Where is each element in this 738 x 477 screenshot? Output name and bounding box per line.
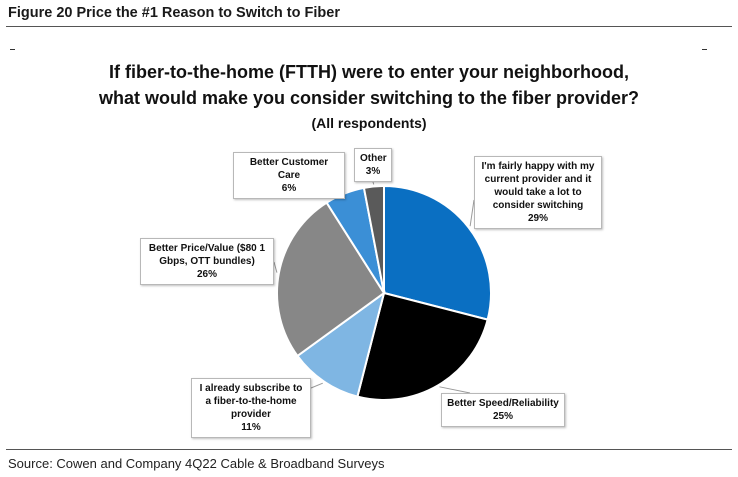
leader-line-5 — [372, 181, 375, 185]
leader-line-0 — [469, 199, 475, 227]
corner-tick-left — [10, 49, 15, 50]
chart-title-line1: If fiber-to-the-home (FTTH) were to ente… — [109, 62, 629, 82]
pie-slice-2 — [296, 290, 386, 398]
leader-line-3 — [273, 261, 278, 273]
label-happy-current-provider: I'm fairly happy with my current provide… — [474, 156, 602, 229]
label-customer-care-value: 6% — [281, 183, 297, 194]
label-customer-care: Better Customer Care 6% — [233, 152, 345, 199]
label-speed-value: 25% — [492, 411, 513, 422]
pie-slice-3 — [276, 201, 386, 358]
label-happy-value: 29% — [527, 213, 548, 224]
figure-title: Figure 20 Price the #1 Reason to Switch … — [8, 5, 340, 21]
bottom-divider — [6, 449, 732, 450]
label-price-value: Better Price/Value ($80 1 Gbps, OTT bund… — [140, 238, 274, 285]
source-note: Source: Cowen and Company 4Q22 Cable & B… — [8, 456, 385, 471]
label-other: Other 3% — [354, 148, 392, 182]
pie-slice-1 — [356, 291, 489, 401]
pie-slice-0 — [383, 184, 492, 321]
label-price-text: Better Price/Value ($80 1 Gbps, OTT bund… — [148, 243, 266, 267]
pie-slice-5 — [362, 184, 385, 294]
label-speed-reliability: Better Speed/Reliability 25% — [441, 393, 565, 427]
label-customer-care-text: Better Customer Care — [249, 157, 329, 181]
label-speed-text: Better Speed/Reliability — [447, 398, 559, 409]
label-happy-text: I'm fairly happy with my current provide… — [481, 161, 595, 211]
label-already-fiber: I already subscribe to a fiber-to-the-ho… — [191, 378, 311, 438]
corner-tick-right — [702, 49, 707, 50]
leader-line-2 — [310, 382, 323, 389]
chart-subtitle: (All respondents) — [311, 115, 427, 131]
leader-line-1 — [439, 386, 471, 394]
label-already-fiber-value: 11% — [241, 422, 261, 433]
chart-title-line2: what would make you consider switching t… — [98, 88, 640, 108]
label-other-text: Other — [360, 153, 387, 164]
label-price-value-pct: 26% — [196, 269, 217, 280]
label-already-fiber-text: I already subscribe to a fiber-to-the-ho… — [199, 383, 303, 420]
label-other-value: 3% — [365, 166, 381, 177]
top-divider — [6, 26, 732, 27]
